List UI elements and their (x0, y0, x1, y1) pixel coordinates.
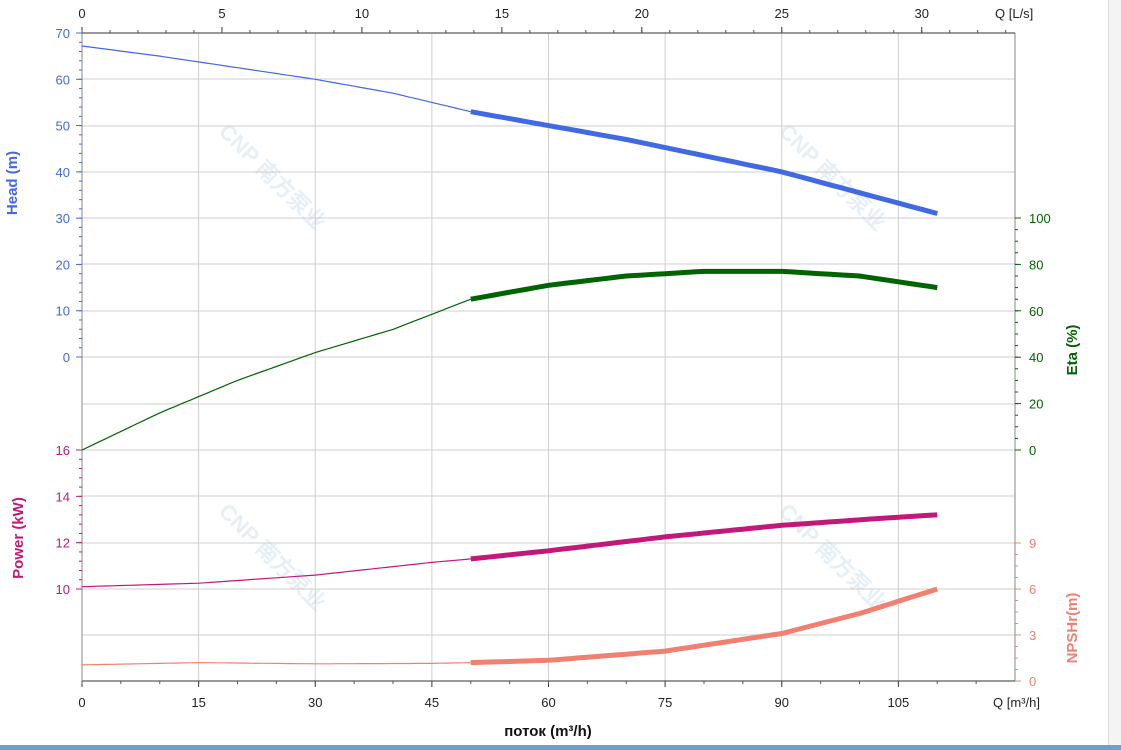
eta-tick-label: 0 (1029, 443, 1036, 458)
power-tick-label: 14 (56, 489, 70, 504)
eta-tick-label: 40 (1029, 350, 1043, 365)
head-tick-label: 10 (56, 304, 70, 319)
power-curve-operating (470, 512, 938, 562)
head-tick-label: 0 (63, 350, 70, 365)
x-tick-label: 90 (775, 695, 789, 710)
npsh-tick-label: 0 (1029, 674, 1036, 689)
x-tick-label: 60 (541, 695, 555, 710)
x-tick-label: 105 (888, 695, 910, 710)
x-tick-label: 75 (658, 695, 672, 710)
head-tick-label: 20 (56, 257, 70, 272)
eta-curve-operating (470, 268, 938, 302)
power-axis-title: Power (kW) (10, 497, 27, 579)
power-tick-label: 16 (56, 443, 70, 458)
x-tick-label: 15 (191, 695, 205, 710)
watermark-text: CNP 南方泵业 (774, 498, 891, 615)
x2-tick-label: 0 (78, 6, 85, 21)
head-tick-label: 30 (56, 211, 70, 226)
x2-tick-label: 5 (218, 6, 225, 21)
axes-group (76, 27, 1021, 687)
head-tick-label: 40 (56, 165, 70, 180)
eta-tick-label: 100 (1029, 211, 1051, 226)
x2-tick-label: 10 (355, 6, 369, 21)
x-tick-label: 0 (78, 695, 85, 710)
curves-group (81, 45, 939, 666)
head-tick-label: 70 (56, 26, 70, 41)
head-tick-label: 50 (56, 119, 70, 134)
power-tick-label: 12 (56, 536, 70, 551)
eta-tick-label: 80 (1029, 257, 1043, 272)
x-axis-title: поток (m³/h) (504, 723, 592, 740)
head-axis-title: Head (m) (4, 151, 21, 215)
eta-tick-label: 60 (1029, 304, 1043, 319)
head-curve-operating (470, 109, 938, 216)
watermark-text: CNP 南方泵业 (214, 498, 331, 615)
npsh-curve-thin (81, 661, 471, 666)
power-tick-label: 10 (56, 582, 70, 597)
npsh-axis-title: NPSHr(m) (1064, 593, 1081, 664)
npsh-tick-label: 3 (1029, 628, 1036, 643)
power-curve-thin (81, 558, 471, 588)
head-curve-thin (81, 45, 471, 113)
x-unit-label: Q [m³/h] (993, 695, 1040, 710)
x2-tick-label: 15 (495, 6, 509, 21)
x-tick-label: 30 (308, 695, 322, 710)
eta-axis-title: Eta (%) (1064, 325, 1081, 376)
eta-curve-thin (81, 298, 472, 451)
bottom-strip (0, 745, 1121, 750)
x2-tick-label: 25 (775, 6, 789, 21)
npsh-tick-label: 9 (1029, 536, 1036, 551)
head-tick-label: 60 (56, 72, 70, 87)
eta-tick-label: 20 (1029, 397, 1043, 412)
x2-tick-label: 30 (914, 6, 928, 21)
side-scroll-panel (1108, 0, 1121, 745)
npsh-curve-operating (470, 586, 939, 666)
x-tick-label: 45 (425, 695, 439, 710)
npsh-tick-label: 6 (1029, 582, 1036, 597)
x2-tick-label: 20 (635, 6, 649, 21)
x2-unit-label: Q [L/s] (995, 6, 1033, 21)
